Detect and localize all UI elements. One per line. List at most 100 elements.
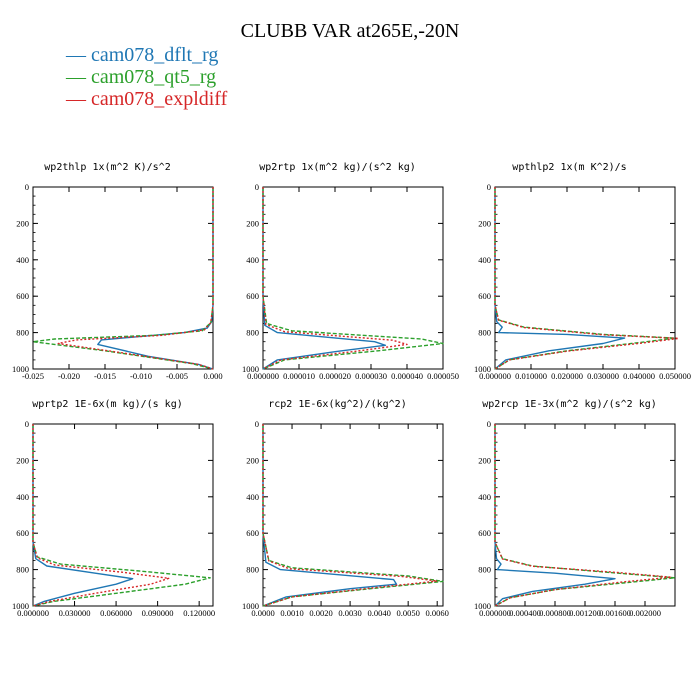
y-tick-label: 200 xyxy=(16,218,29,228)
y-tick-label: 800 xyxy=(478,328,491,338)
y-tick-label: 0 xyxy=(487,419,491,429)
x-tick-label: 0.0020 xyxy=(309,608,332,618)
plot-rcp2: 0 200 400 600 800 10000.0000 0.0010 0.0020 0.003… xyxy=(242,419,449,618)
plot-wp2rcp: 0 200 400 600 800 10000.0000000.0004000.00080… xyxy=(474,419,676,618)
plot-frame xyxy=(262,423,444,607)
x-tick-label: 0.000030 xyxy=(355,371,387,381)
x-tick-label: -0.005 xyxy=(166,371,188,381)
panel-wpthlp2: wpthlp2 1x(m K^2)/s 0 200 400 600 800 1000 0.0… xyxy=(462,162,691,397)
x-tick-label: 0.000 xyxy=(203,371,222,381)
x-tick-label: 0.000800 xyxy=(539,608,571,618)
series-cam078_qt5_rg xyxy=(494,424,676,607)
series-cam078_expldiff xyxy=(32,424,170,607)
plot-frame xyxy=(32,186,214,370)
x-tick-label: 0.000020 xyxy=(319,371,351,381)
x-tick-label: 0.001600 xyxy=(599,608,631,618)
y-tick-label: 400 xyxy=(16,255,29,265)
y-tick-label: 1000 xyxy=(474,601,491,611)
x-tick-label: 0.000000 xyxy=(479,608,511,618)
plot-frame xyxy=(32,423,214,607)
series-cam078_expldiff xyxy=(494,424,673,607)
legend-dflt: — cam078_dflt_rg xyxy=(66,44,219,66)
y-tick-label: 0 xyxy=(487,182,491,192)
y-tick-label: 800 xyxy=(478,565,491,575)
y-tick-label: 200 xyxy=(246,455,259,465)
series-cam078_dflt_rg xyxy=(494,424,616,607)
x-tick-label: 0.0040 xyxy=(367,608,390,618)
x-tick-label: 0.040000 xyxy=(623,371,655,381)
x-tick-label: -0.015 xyxy=(94,371,116,381)
x-tick-label: 0.030000 xyxy=(587,371,619,381)
x-tick-label: 0.000050 xyxy=(427,371,459,381)
y-tick-label: 400 xyxy=(478,255,491,265)
y-tick-label: 0 xyxy=(25,182,29,192)
x-tick-label: 0.001200 xyxy=(569,608,601,618)
x-tick-label: 0.0060 xyxy=(426,608,449,618)
series-cam078_expldiff xyxy=(262,187,408,370)
y-tick-label: 600 xyxy=(16,291,29,301)
x-tick-label: 0.000000 xyxy=(17,608,49,618)
x-tick-label: 0.000400 xyxy=(509,608,541,618)
plot-wpthlp2: 0 200 400 600 800 10000.000000 0.010000 0.02000… xyxy=(474,182,691,381)
panel-title: wp2rcp 1E-3x(m^2 kg)/(s^2 kg) xyxy=(482,399,657,410)
panel-wprtp2: wprtp2 1E-6x(m kg)/(s kg) 0 200 400 600 800 1… xyxy=(0,399,215,634)
plot-wprtp2: 0 200 400 600 800 10000.000000 0.030000 0.06000… xyxy=(12,419,215,618)
y-tick-label: 1000 xyxy=(242,601,259,611)
figure-title: CLUBB VAR at265E,-20N xyxy=(240,20,460,42)
series-cam078_expldiff xyxy=(262,424,438,607)
plot-frame xyxy=(494,423,676,607)
series-cam078_qt5_rg xyxy=(32,424,211,607)
x-tick-label: 0.0000 xyxy=(251,608,274,618)
plot-wp2thlp: 0 200 400 600 800 1000-0.025 -0.020 -0.015 -0.01… xyxy=(12,182,223,381)
series-cam078_expldiff xyxy=(57,187,214,370)
series-cam078_dflt_rg xyxy=(262,187,387,370)
y-tick-label: 800 xyxy=(246,565,259,575)
y-tick-label: 600 xyxy=(246,291,259,301)
y-tick-label: 200 xyxy=(478,455,491,465)
y-tick-label: 800 xyxy=(16,328,29,338)
panel-wp2thlp: wp2thlp 1x(m^2 K)/s^2 0 200 400 600 800 1000-… xyxy=(0,162,223,397)
x-tick-label: 0.0010 xyxy=(280,608,303,618)
series-cam078_expldiff xyxy=(494,187,680,370)
x-tick-label: -0.020 xyxy=(58,371,80,381)
y-tick-label: 400 xyxy=(478,492,491,502)
panel-wp2rtp: wp2rtp 1x(m^2 kg)/(s^2 kg) 0 200 400 600 800… xyxy=(230,162,459,397)
series-cam078_qt5_rg xyxy=(262,187,444,370)
x-tick-label: 0.030000 xyxy=(59,608,91,618)
x-tick-label: 0.0030 xyxy=(338,608,361,618)
series-cam078_dflt_rg xyxy=(262,424,398,607)
legend-expldiff: — cam078_expldiff xyxy=(66,88,228,110)
x-tick-label: 0.090000 xyxy=(142,608,174,618)
panel-title: wpthlp2 1x(m K^2)/s xyxy=(512,162,627,173)
x-tick-label: 0.000040 xyxy=(391,371,423,381)
y-tick-label: 400 xyxy=(246,492,259,502)
x-tick-label: 0.000000 xyxy=(479,371,511,381)
y-tick-label: 800 xyxy=(246,328,259,338)
y-tick-label: 400 xyxy=(246,255,259,265)
y-tick-label: 600 xyxy=(478,291,491,301)
series-cam078_qt5_rg xyxy=(32,187,214,370)
y-tick-label: 0 xyxy=(255,182,259,192)
y-tick-label: 1000 xyxy=(12,601,29,611)
series-cam078_dflt_rg xyxy=(494,187,626,370)
y-tick-label: 0 xyxy=(25,419,29,429)
y-tick-label: 0 xyxy=(255,419,259,429)
panel-title: rcp2 1E-6x(kg^2)/(kg^2) xyxy=(268,399,407,410)
panel-title: wp2thlp 1x(m^2 K)/s^2 xyxy=(44,162,171,173)
plot-frame xyxy=(262,186,444,370)
x-tick-label: 0.060000 xyxy=(100,608,132,618)
series-cam078_dflt_rg xyxy=(97,187,214,370)
x-tick-label: 0.120000 xyxy=(183,608,215,618)
y-tick-label: 600 xyxy=(16,528,29,538)
y-tick-label: 1000 xyxy=(12,364,29,374)
plot-wp2rtp: 0 200 400 600 800 10000.000000 0.000010 0.00002… xyxy=(242,182,459,381)
y-tick-label: 200 xyxy=(478,218,491,228)
x-tick-label: -0.025 xyxy=(22,371,44,381)
y-tick-label: 200 xyxy=(246,218,259,228)
x-tick-label: 0.002000 xyxy=(629,608,661,618)
series-cam078_dflt_rg xyxy=(32,424,134,607)
y-tick-label: 800 xyxy=(16,565,29,575)
x-tick-label: 0.0050 xyxy=(396,608,419,618)
y-tick-label: 600 xyxy=(478,528,491,538)
series-cam078_qt5_rg xyxy=(262,424,444,607)
